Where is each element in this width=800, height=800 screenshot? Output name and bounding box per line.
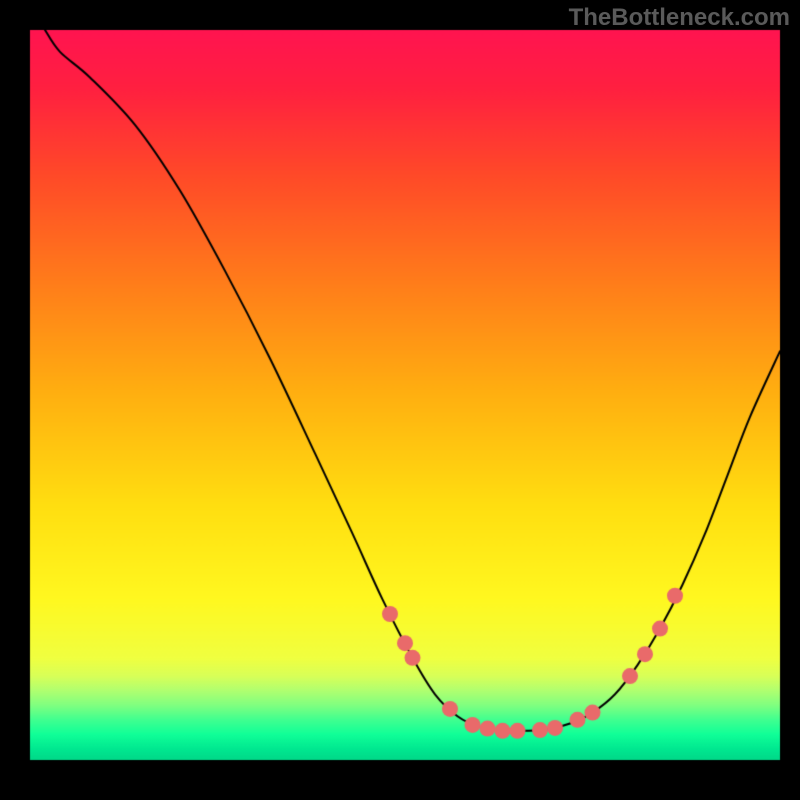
watermark-text: TheBottleneck.com: [569, 4, 790, 32]
bottleneck-chart: [0, 0, 800, 800]
chart-stage: TheBottleneck.com: [0, 0, 800, 800]
